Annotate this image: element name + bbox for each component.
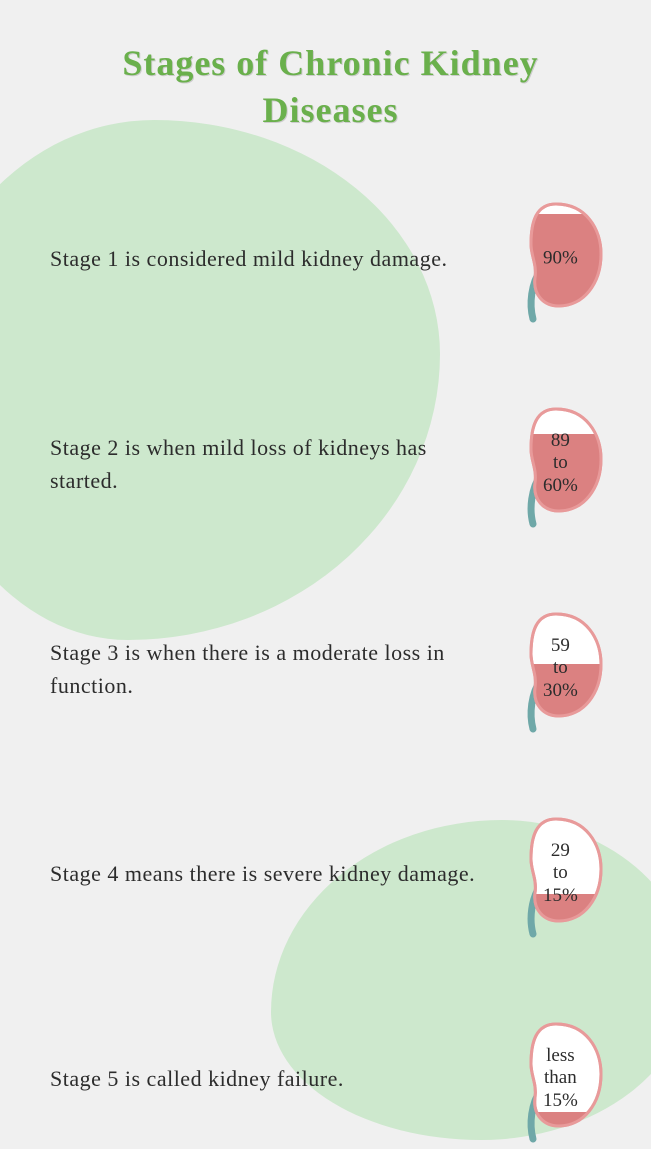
kidney-percent-label: 59to30%	[543, 634, 578, 702]
kidney-icon: 59to30%	[501, 604, 611, 734]
kidney-percent-label: 90%	[543, 247, 578, 270]
kidney-icon: 89to60%	[501, 399, 611, 529]
kidney-percent-label: lessthan15%	[543, 1044, 578, 1112]
stage-row: Stage 3 is when there is a moderate loss…	[50, 604, 611, 734]
stage-text: Stage 2 is when mild loss of kidneys has…	[50, 431, 501, 497]
stage-row: Stage 1 is considered mild kidney damage…	[50, 194, 611, 324]
kidney-icon: 29to15%	[501, 809, 611, 939]
stage-text: Stage 1 is considered mild kidney damage…	[50, 242, 501, 275]
kidney-icon: lessthan15%	[501, 1014, 611, 1144]
kidney-percent-label: 89to60%	[543, 429, 578, 497]
content-area: Stages of Chronic Kidney Diseases Stage …	[0, 0, 651, 1144]
kidney-percent-label: 29to15%	[543, 839, 578, 907]
stage-text: Stage 3 is when there is a moderate loss…	[50, 636, 501, 702]
stage-text: Stage 5 is called kidney failure.	[50, 1062, 501, 1095]
page-title: Stages of Chronic Kidney Diseases	[50, 40, 611, 134]
stage-row: Stage 4 means there is severe kidney dam…	[50, 809, 611, 939]
kidney-icon: 90%	[501, 194, 611, 324]
stage-row: Stage 5 is called kidney failure. lessth…	[50, 1014, 611, 1144]
stage-row: Stage 2 is when mild loss of kidneys has…	[50, 399, 611, 529]
stage-text: Stage 4 means there is severe kidney dam…	[50, 857, 501, 890]
